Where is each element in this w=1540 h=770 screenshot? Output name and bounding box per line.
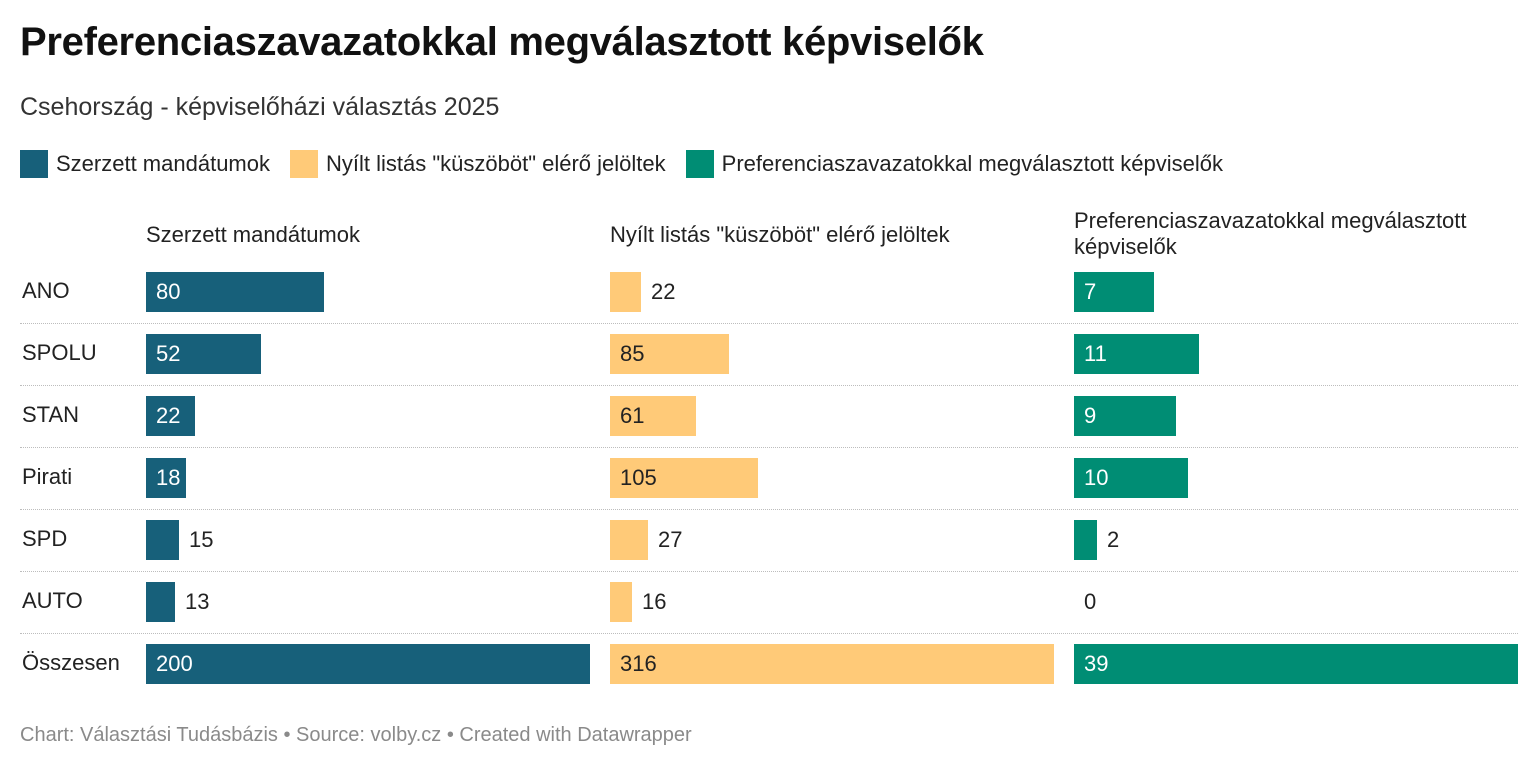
bar-threshold--sszesen: [610, 644, 1054, 684]
chart-subtitle: Csehország - képviselőházi választás 202…: [20, 93, 500, 121]
column-header-preferential: Preferenciaszavazatokkal megválasztott k…: [1074, 208, 1467, 259]
row-divider: [20, 323, 1518, 324]
bar-threshold-pirati: [610, 458, 758, 498]
row-label-pirati: Pirati: [22, 464, 73, 489]
row-label-spolu: SPOLU: [22, 340, 97, 365]
bar-preferential--sszesen: [1074, 644, 1518, 684]
value-label-preferential-ano: 7: [1084, 279, 1097, 304]
value-label-threshold-ano: 22: [651, 279, 676, 304]
bar-mandates-spolu: [146, 334, 261, 374]
bar-threshold-spolu: [610, 334, 729, 374]
value-label-mandates-ano: 80: [156, 279, 181, 304]
value-label-threshold-stan: 61: [620, 403, 645, 428]
row-divider: [20, 385, 1518, 386]
bar-preferential-pirati: [1074, 458, 1188, 498]
legend-swatch-preferential: [685, 150, 714, 178]
bar-mandates-spd: [146, 520, 179, 560]
value-label-threshold--sszesen: 316: [620, 651, 657, 676]
bar-mandates--sszesen: [146, 644, 590, 684]
value-label-mandates-spolu: 52: [156, 341, 181, 366]
legend-item-mandates: Szerzett mandátumok: [20, 150, 270, 178]
bar-preferential-spd: [1074, 520, 1097, 560]
legend-label-preferential: Preferenciaszavazatokkal megválasztott k…: [721, 151, 1223, 176]
column-header-threshold: Nyílt listás "küszöböt" elérő jelöltek: [610, 222, 950, 247]
column-header-mandates: Szerzett mandátumok: [146, 222, 360, 247]
value-label-preferential-spd: 2: [1107, 527, 1120, 552]
bar-mandates-ano: [146, 272, 324, 312]
bar-threshold-auto: [610, 582, 632, 622]
bar-preferential-spolu: [1074, 334, 1199, 374]
row-label--sszesen: Összesen: [22, 650, 120, 675]
value-label-preferential-spolu: 11: [1084, 341, 1107, 366]
value-label-mandates-spd: 15: [189, 527, 214, 552]
row-label-spd: SPD: [22, 526, 68, 551]
row-label-stan: STAN: [22, 402, 80, 427]
bar-preferential-ano: [1074, 272, 1154, 312]
value-label-threshold-pirati: 105: [620, 465, 657, 490]
row-divider: [20, 447, 1518, 448]
value-label-threshold-auto: 16: [642, 589, 667, 614]
value-label-preferential-pirati: 10: [1084, 465, 1109, 490]
bar-threshold-ano: [610, 272, 641, 312]
legend: Szerzett mandátumok Nyílt listás "küszöb…: [20, 150, 1243, 178]
legend-label-threshold: Nyílt listás "küszöböt" elérő jelöltek: [325, 151, 666, 176]
bar-preferential-stan: [1074, 396, 1176, 436]
chart-title: Preferenciaszavazatokkal megválasztott k…: [20, 20, 984, 64]
legend-swatch-mandates: [20, 150, 48, 178]
value-label-threshold-spolu: 85: [620, 341, 645, 366]
legend-swatch-threshold: [289, 150, 318, 178]
chart-footer: Chart: Választási Tudásbázis • Source: v…: [20, 724, 692, 746]
legend-label-mandates: Szerzett mandátumok: [56, 151, 270, 176]
bar-threshold-stan: [610, 396, 696, 436]
bar-mandates-stan: [146, 396, 195, 436]
row-label-ano: ANO: [22, 278, 70, 303]
value-label-mandates-stan: 22: [156, 403, 181, 428]
row-label-auto: AUTO: [22, 588, 83, 613]
value-label-preferential-stan: 9: [1084, 403, 1097, 428]
bar-threshold-spd: [610, 520, 648, 560]
bar-mandates-pirati: [146, 458, 186, 498]
value-label-mandates-pirati: 18: [156, 465, 181, 490]
row-divider: [20, 633, 1518, 634]
legend-item-threshold: Nyílt listás "küszöböt" elérő jelöltek: [289, 150, 666, 178]
value-label-preferential--sszesen: 39: [1084, 651, 1109, 676]
legend-item-preferential: Preferenciaszavazatokkal megválasztott k…: [685, 150, 1223, 178]
value-label-threshold-spd: 27: [658, 527, 683, 552]
value-label-mandates-auto: 13: [185, 589, 210, 614]
row-divider: [20, 509, 1518, 510]
value-label-mandates--sszesen: 200: [156, 651, 193, 676]
row-divider: [20, 571, 1518, 572]
value-label-preferential-auto: 0: [1084, 589, 1097, 614]
bar-mandates-auto: [146, 582, 175, 622]
